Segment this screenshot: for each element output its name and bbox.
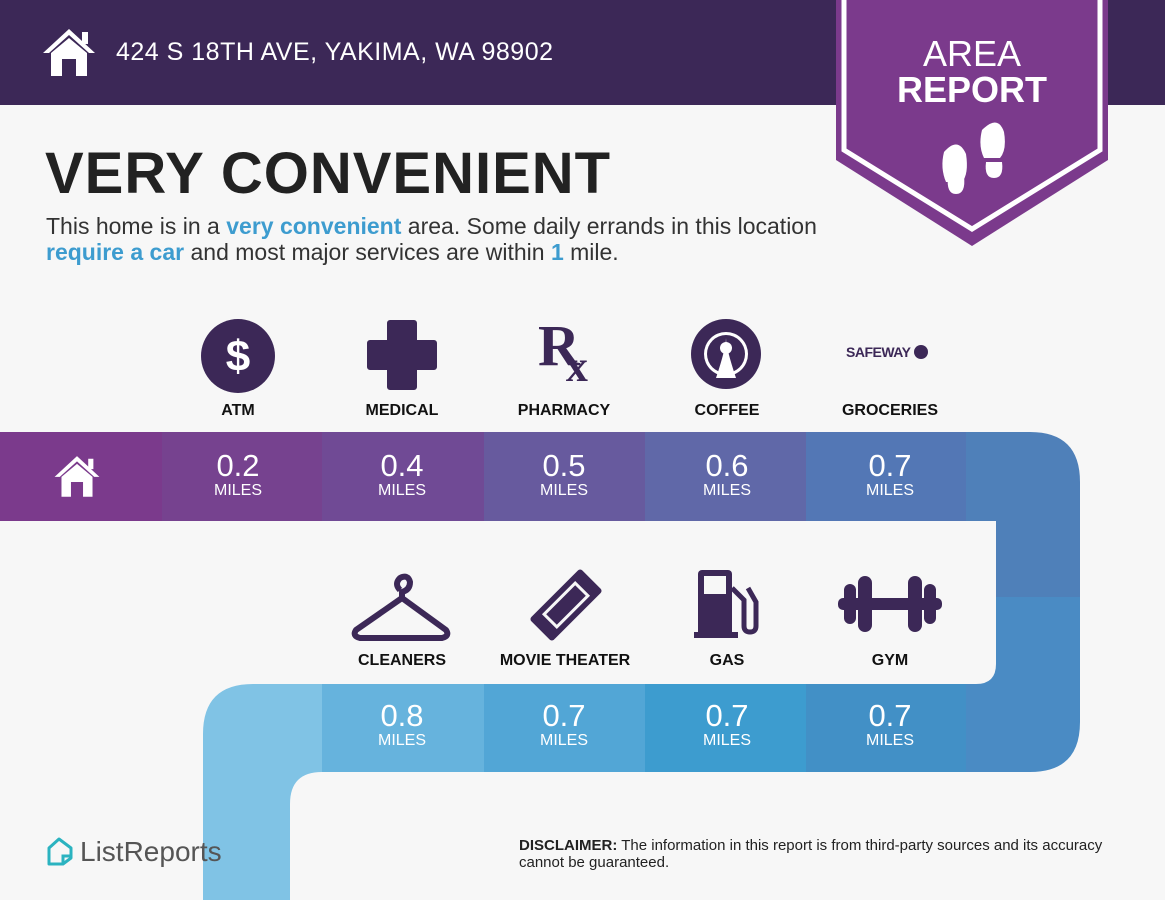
- home-icon: [54, 456, 100, 497]
- description: This home is in a very convenient area. …: [46, 213, 817, 265]
- cell-gym: [806, 684, 966, 772]
- page-title: VERY CONVENIENT: [45, 141, 612, 206]
- distance-groceries: 0.7 MILES: [865, 448, 914, 500]
- label-gas: GAS: [709, 652, 745, 669]
- footprints-icon: [942, 122, 1005, 194]
- listreports-logo: ListReports: [80, 836, 222, 867]
- label-movie-theater: MOVIE THEATER: [499, 652, 631, 669]
- listreports-logo-icon: [47, 837, 73, 866]
- distance-cleaners: 0.8 MILES: [377, 698, 426, 750]
- dollar-icon: $: [201, 319, 275, 393]
- cell-coffee: [645, 432, 806, 521]
- distance-movie-theater: 0.7 MILES: [539, 698, 588, 750]
- cell-atm: [162, 432, 322, 521]
- cell-medical: [322, 432, 484, 521]
- distance-medical: 0.4 MILES: [377, 448, 426, 500]
- hanger-icon: [351, 573, 451, 641]
- distance-coffee: 0.6 MILES: [702, 448, 751, 500]
- cell-pharmacy: [484, 432, 645, 521]
- dumbbell-icon: [838, 576, 942, 632]
- disclaimer: DISCLAIMER: The information in this repo…: [519, 837, 1103, 871]
- medical-cross-icon: [367, 320, 437, 390]
- gas-pump-icon: [694, 570, 759, 638]
- corner-bottom-right: [966, 597, 1080, 772]
- ticket-icon: [530, 569, 602, 641]
- label-pharmacy: PHARMACY: [517, 402, 611, 419]
- cell-cleaners: [322, 684, 484, 772]
- label-groceries: GROCERIES: [841, 402, 938, 419]
- distance-pharmacy: 0.5 MILES: [539, 448, 588, 500]
- cell-gas: [645, 684, 806, 772]
- distance-gym: 0.7 MILES: [865, 698, 914, 750]
- starbucks-logo-icon: [691, 319, 761, 389]
- badge-title: AREA REPORT: [896, 33, 1047, 110]
- distance-gas: 0.7 MILES: [702, 698, 751, 750]
- safeway-logo-icon: SAFEWAY: [846, 344, 928, 360]
- label-gym: GYM: [871, 652, 909, 669]
- home-icon: [43, 29, 95, 76]
- label-coffee: COFFEE: [694, 402, 760, 419]
- label-medical: MEDICAL: [365, 402, 439, 419]
- rx-icon: Rx: [538, 313, 588, 391]
- cell-groceries: [806, 432, 966, 521]
- corner-top-right: [966, 432, 1080, 597]
- property-address: 424 S 18TH AVE, YAKIMA, WA 98902: [116, 38, 554, 66]
- cell-movie: [484, 684, 645, 772]
- svg-text:$: $: [226, 332, 250, 381]
- distance-atm: 0.2 MILES: [213, 448, 262, 500]
- label-cleaners: CLEANERS: [357, 652, 446, 669]
- corner-bottom-left: [203, 684, 322, 900]
- label-atm: ATM: [221, 402, 255, 419]
- area-report-badge: [836, 0, 1108, 246]
